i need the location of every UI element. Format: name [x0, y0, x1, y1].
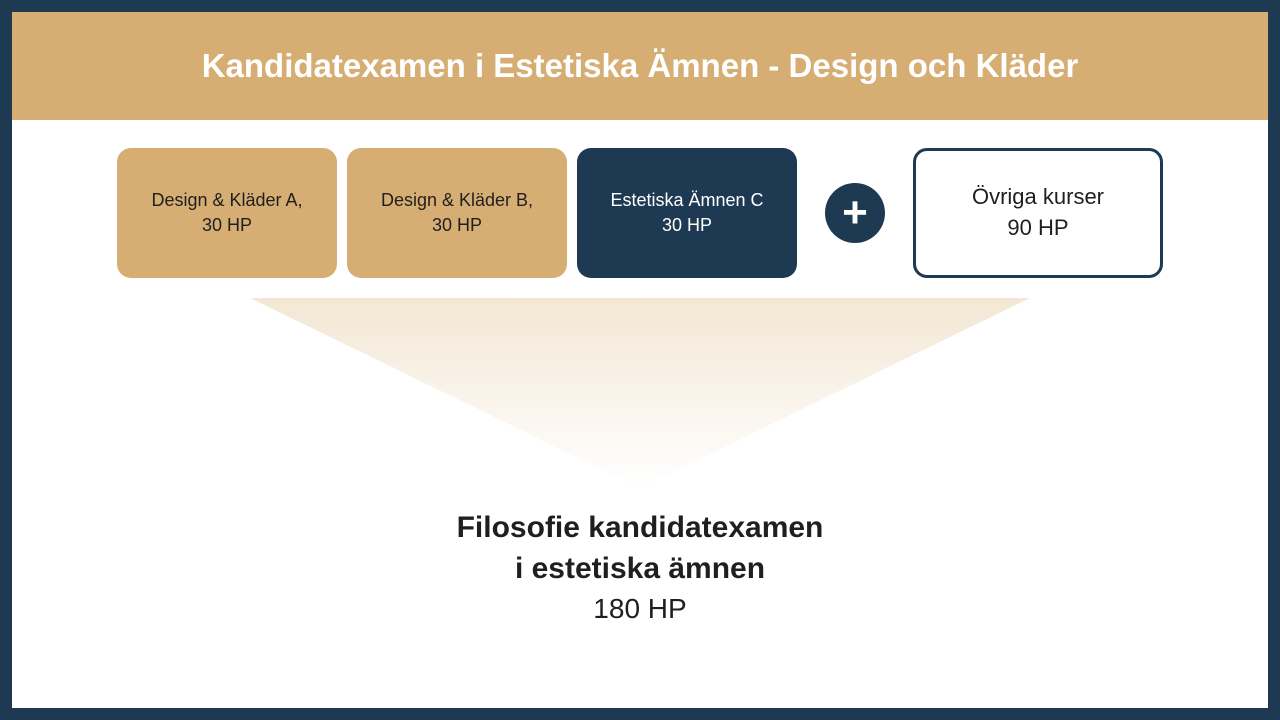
header-bar: Kandidatexamen i Estetiska Ämnen - Desig… — [12, 12, 1268, 120]
course-box-b: Design & Kläder B, 30 HP — [347, 148, 567, 278]
degree-title: Filosofie kandidatexamen i estetiska ämn… — [12, 508, 1268, 589]
plus-icon: + — [825, 183, 885, 243]
course-row: Design & Kläder A, 30 HP Design & Kläder… — [12, 148, 1268, 278]
course-box-c: Estetiska Ämnen C 30 HP — [577, 148, 797, 278]
arrow-container — [12, 278, 1268, 508]
degree-block: Filosofie kandidatexamen i estetiska ämn… — [12, 508, 1268, 625]
degree-credits: 180 HP — [12, 593, 1268, 625]
course-box-a: Design & Kläder A, 30 HP — [117, 148, 337, 278]
other-courses-box: Övriga kurser 90 HP — [913, 148, 1163, 278]
outer-frame: Kandidatexamen i Estetiska Ämnen - Desig… — [0, 0, 1280, 720]
inner-content: Kandidatexamen i Estetiska Ämnen - Desig… — [12, 12, 1268, 708]
header-title: Kandidatexamen i Estetiska Ämnen - Desig… — [202, 47, 1079, 85]
down-arrow-icon — [190, 278, 1090, 508]
